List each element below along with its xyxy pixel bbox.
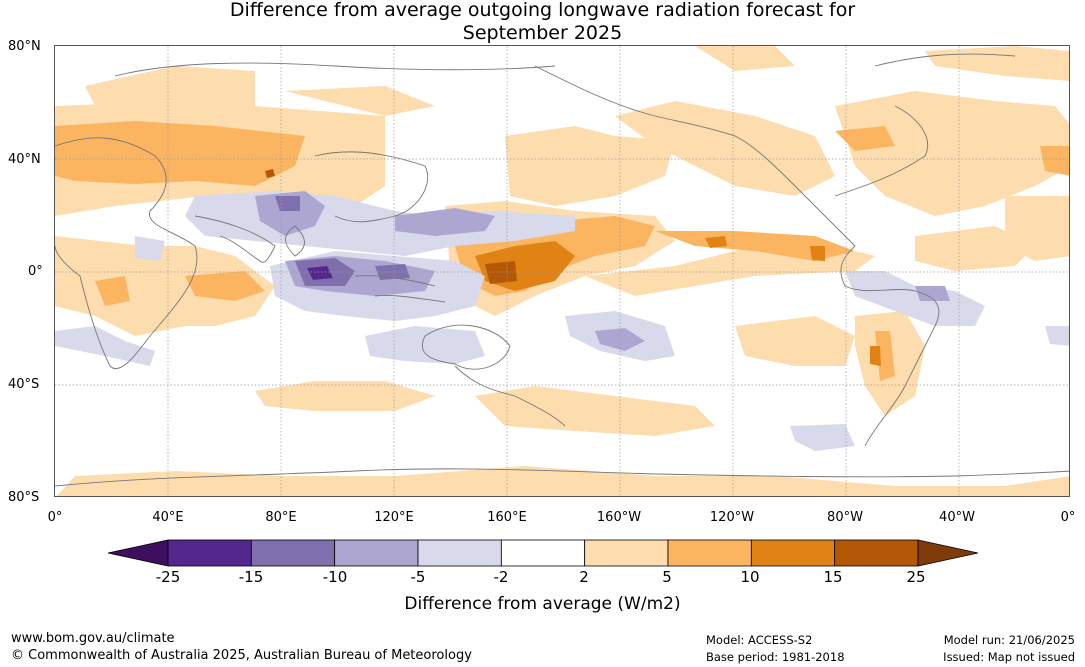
lon-label-120e: 120°E (374, 510, 414, 525)
colorbar-bin-2 (250, 539, 336, 567)
lon-label-160e: 160°E (487, 510, 527, 525)
anomaly-minus25-to-minus15-regions (307, 266, 333, 280)
map-title-line-2: September 2025 (462, 22, 623, 44)
colorbar-bin-4 (417, 539, 502, 567)
lon-label-0-west: 0° (47, 510, 63, 525)
colorbar-bin-5 (500, 539, 586, 567)
colorbar-bin-1 (167, 539, 252, 567)
colorbar-bin-8 (750, 539, 836, 567)
colorbar-tick-minus2: -2 (493, 568, 509, 586)
lat-label-40s: 40°S (8, 377, 40, 392)
colorbar-tick-2: 2 (579, 568, 589, 586)
colorbar-tick-10: 10 (740, 568, 760, 586)
anomaly-15-to-25-regions (265, 169, 517, 284)
map-gridlines (55, 46, 1069, 496)
colorbar-tick-minus15: -15 (238, 568, 264, 586)
lon-label-40w: 40°W (939, 510, 975, 525)
website-link[interactable]: www.bom.gov.au/climate (11, 631, 175, 646)
model-run-date: Model run: 21/06/2025 (943, 633, 1075, 647)
colorbar-bin-3 (334, 539, 419, 567)
colorbar-tick-minus25: -25 (155, 568, 181, 586)
lat-label-40n: 40°N (8, 152, 41, 167)
copyright-text: © Commonwealth of Australia 2025, Austra… (11, 648, 472, 663)
base-period: Base period: 1981-2018 (706, 650, 845, 664)
colorbar-low-extend-triangle (108, 539, 169, 567)
lon-label-120w: 120°W (709, 510, 755, 525)
colorbar (108, 539, 978, 567)
lat-label-80s: 80°S (8, 490, 40, 505)
map-canvas (55, 46, 1069, 496)
anomaly-2-to-5-regions (55, 46, 1069, 496)
map-title: Difference from average outgoing longwav… (0, 0, 1085, 45)
lon-label-160w: 160°W (596, 510, 642, 525)
lat-label-80n: 80°N (8, 39, 41, 54)
model-name: Model: ACCESS-S2 (706, 633, 813, 647)
lon-label-0-east: 0° (1060, 510, 1076, 525)
colorbar-bin-7 (667, 539, 752, 567)
lon-label-80e: 80°E (265, 510, 297, 525)
olr-anomaly-map (54, 45, 1070, 497)
colorbar-bin-9 (834, 539, 919, 567)
lon-label-80w: 80°W (827, 510, 863, 525)
colorbar-tick-minus10: -10 (322, 568, 348, 586)
colorbar-bin-6 (584, 539, 669, 567)
colorbar-tick-15: 15 (823, 568, 843, 586)
map-title-line-1: Difference from average outgoing longwav… (229, 0, 856, 21)
colorbar-tick-minus5: -5 (410, 568, 426, 586)
colorbar-tick-25: 25 (906, 568, 926, 586)
colorbar-tick-5: 5 (662, 568, 672, 586)
colorbar-high-extend-triangle (917, 539, 978, 567)
lat-label-equator: 0° (28, 264, 43, 279)
lon-label-40e: 40°E (152, 510, 184, 525)
coastlines (55, 53, 1069, 487)
colorbar-label: Difference from average (W/m2) (404, 594, 681, 614)
issued-status: Issued: Map not issued (943, 650, 1075, 664)
